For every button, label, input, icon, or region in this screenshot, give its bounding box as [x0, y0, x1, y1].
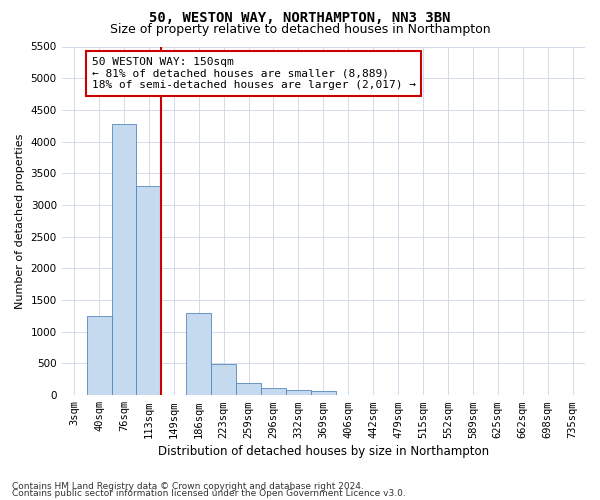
- Text: 50 WESTON WAY: 150sqm
← 81% of detached houses are smaller (8,889)
18% of semi-d: 50 WESTON WAY: 150sqm ← 81% of detached …: [92, 57, 416, 90]
- Bar: [311, 392, 336, 395]
- Bar: [236, 382, 261, 395]
- Text: Contains HM Land Registry data © Crown copyright and database right 2024.: Contains HM Land Registry data © Crown c…: [12, 482, 364, 491]
- Bar: [112, 124, 136, 395]
- Text: Size of property relative to detached houses in Northampton: Size of property relative to detached ho…: [110, 22, 490, 36]
- X-axis label: Distribution of detached houses by size in Northampton: Distribution of detached houses by size …: [158, 444, 489, 458]
- Text: Contains public sector information licensed under the Open Government Licence v3: Contains public sector information licen…: [12, 490, 406, 498]
- Bar: [136, 186, 161, 395]
- Bar: [261, 388, 286, 395]
- Y-axis label: Number of detached properties: Number of detached properties: [15, 133, 25, 308]
- Bar: [211, 364, 236, 395]
- Bar: [86, 316, 112, 395]
- Text: 50, WESTON WAY, NORTHAMPTON, NN3 3BN: 50, WESTON WAY, NORTHAMPTON, NN3 3BN: [149, 11, 451, 25]
- Bar: [286, 390, 311, 395]
- Bar: [186, 313, 211, 395]
